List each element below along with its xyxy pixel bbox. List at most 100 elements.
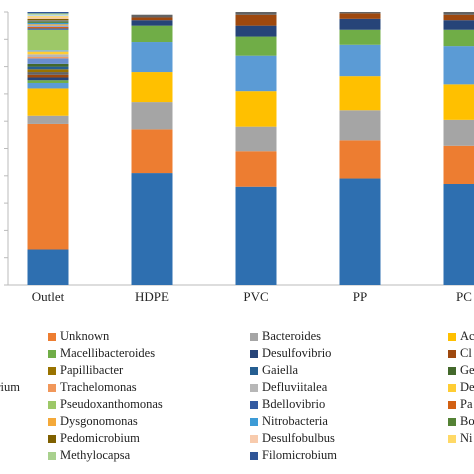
bar-segment xyxy=(131,72,173,103)
bar-segment xyxy=(339,13,381,19)
legend-label: Cl xyxy=(460,346,472,360)
legend-swatch xyxy=(48,384,56,392)
bar-segment xyxy=(339,44,381,77)
legend-swatch xyxy=(250,401,258,409)
legend-label: Pedomicrobium xyxy=(60,431,140,445)
legend-label: Defluviitalea xyxy=(262,380,328,394)
legend-swatch xyxy=(448,333,456,341)
legend-label: Pa xyxy=(460,397,473,411)
legend-swatch xyxy=(448,367,456,375)
bar-segment xyxy=(131,42,173,73)
legend-label: erium xyxy=(0,380,20,394)
bar-segment xyxy=(27,20,69,22)
bar-segment xyxy=(443,20,474,30)
bar-segment xyxy=(27,12,69,14)
bar-segment xyxy=(339,12,381,14)
legend-label: Trachelomonas xyxy=(60,380,137,394)
legend-label: Ac xyxy=(460,329,474,343)
legend-swatch xyxy=(48,435,56,443)
bar-segment xyxy=(339,76,381,111)
bar-segment xyxy=(27,123,69,250)
bar-segment xyxy=(235,14,277,26)
bar-segment xyxy=(443,84,474,120)
bar-segment xyxy=(27,25,69,28)
bar-segment xyxy=(27,69,69,73)
legend-swatch xyxy=(250,452,258,460)
bar-segment xyxy=(131,102,173,130)
bar-segment xyxy=(443,183,474,285)
bar-segment xyxy=(27,51,69,55)
legend-swatch xyxy=(48,452,56,460)
bar-segment xyxy=(27,17,69,19)
bar-segment xyxy=(27,18,69,21)
legend-swatch xyxy=(48,350,56,358)
bar-segment xyxy=(443,119,474,146)
x-tick-label: Outlet xyxy=(32,289,65,304)
bar-segment xyxy=(27,28,69,30)
legend-label: Desulfovibrio xyxy=(262,346,331,360)
bar-segment xyxy=(131,17,173,21)
bar-segment xyxy=(27,24,69,26)
bar-segment xyxy=(339,18,381,30)
legend-swatch xyxy=(250,367,258,375)
legend-label: Macellibacteroides xyxy=(60,346,155,360)
bar-segment xyxy=(235,91,277,127)
bar-segment xyxy=(27,29,69,51)
bar-segment xyxy=(27,54,69,58)
bar-segment xyxy=(235,12,277,15)
legend-label: Bdellovibrio xyxy=(262,397,325,411)
bar-segment xyxy=(443,14,474,21)
legend-label: Ge xyxy=(460,363,474,377)
bar-segment xyxy=(27,27,69,29)
bar-segment xyxy=(131,14,173,18)
x-tick-label: PVC xyxy=(243,289,268,304)
legend-label: Bacteroides xyxy=(262,329,321,343)
bar-segment xyxy=(27,57,69,59)
bar-segment xyxy=(27,72,69,75)
legend-label: Methylocapsa xyxy=(60,448,131,462)
legend-swatch xyxy=(250,418,258,426)
bar-segment xyxy=(27,88,69,116)
x-tick-label: PC xyxy=(456,289,472,304)
bar-segment xyxy=(443,46,474,85)
legend-swatch xyxy=(48,333,56,341)
legend-label: Pseudoxanthomonas xyxy=(60,397,163,411)
x-tick-label: PP xyxy=(353,289,367,304)
legend-label: Ni xyxy=(460,431,473,445)
bar-segment xyxy=(339,178,381,285)
bar-segment xyxy=(27,115,69,124)
bar-segment xyxy=(339,29,381,45)
bar-segment xyxy=(27,16,69,18)
bar-segment xyxy=(27,14,69,17)
x-tick-label: HDPE xyxy=(135,289,169,304)
legend-label: Unknown xyxy=(60,329,110,343)
bar-segment xyxy=(27,77,69,81)
legend-swatch xyxy=(448,435,456,443)
bar-segment xyxy=(27,50,69,52)
bar-segment xyxy=(235,36,277,56)
legend-swatch xyxy=(48,401,56,409)
bar-segment xyxy=(27,80,69,83)
bar-segment xyxy=(131,20,173,26)
bar-segment xyxy=(235,25,277,37)
legend-swatch xyxy=(250,350,258,358)
legend-swatch xyxy=(250,333,258,341)
bar-segment xyxy=(27,74,69,78)
legend-label: Dysgonomonas xyxy=(60,414,138,428)
bar-segment xyxy=(235,186,277,285)
bar-segment xyxy=(443,29,474,47)
bar-segment xyxy=(27,21,69,23)
legend-label: Papillibacter xyxy=(60,363,124,377)
legend-swatch xyxy=(48,418,56,426)
bar-segment xyxy=(235,126,277,152)
legend-label: Desulfobulbus xyxy=(262,431,335,445)
bar-segment xyxy=(131,129,173,174)
legend-label: Bo xyxy=(460,414,474,428)
bar-segment xyxy=(27,58,69,64)
bar-segment xyxy=(27,82,69,89)
legend-swatch xyxy=(250,435,258,443)
legend-label: De xyxy=(460,380,474,394)
bar-segment xyxy=(235,151,277,187)
